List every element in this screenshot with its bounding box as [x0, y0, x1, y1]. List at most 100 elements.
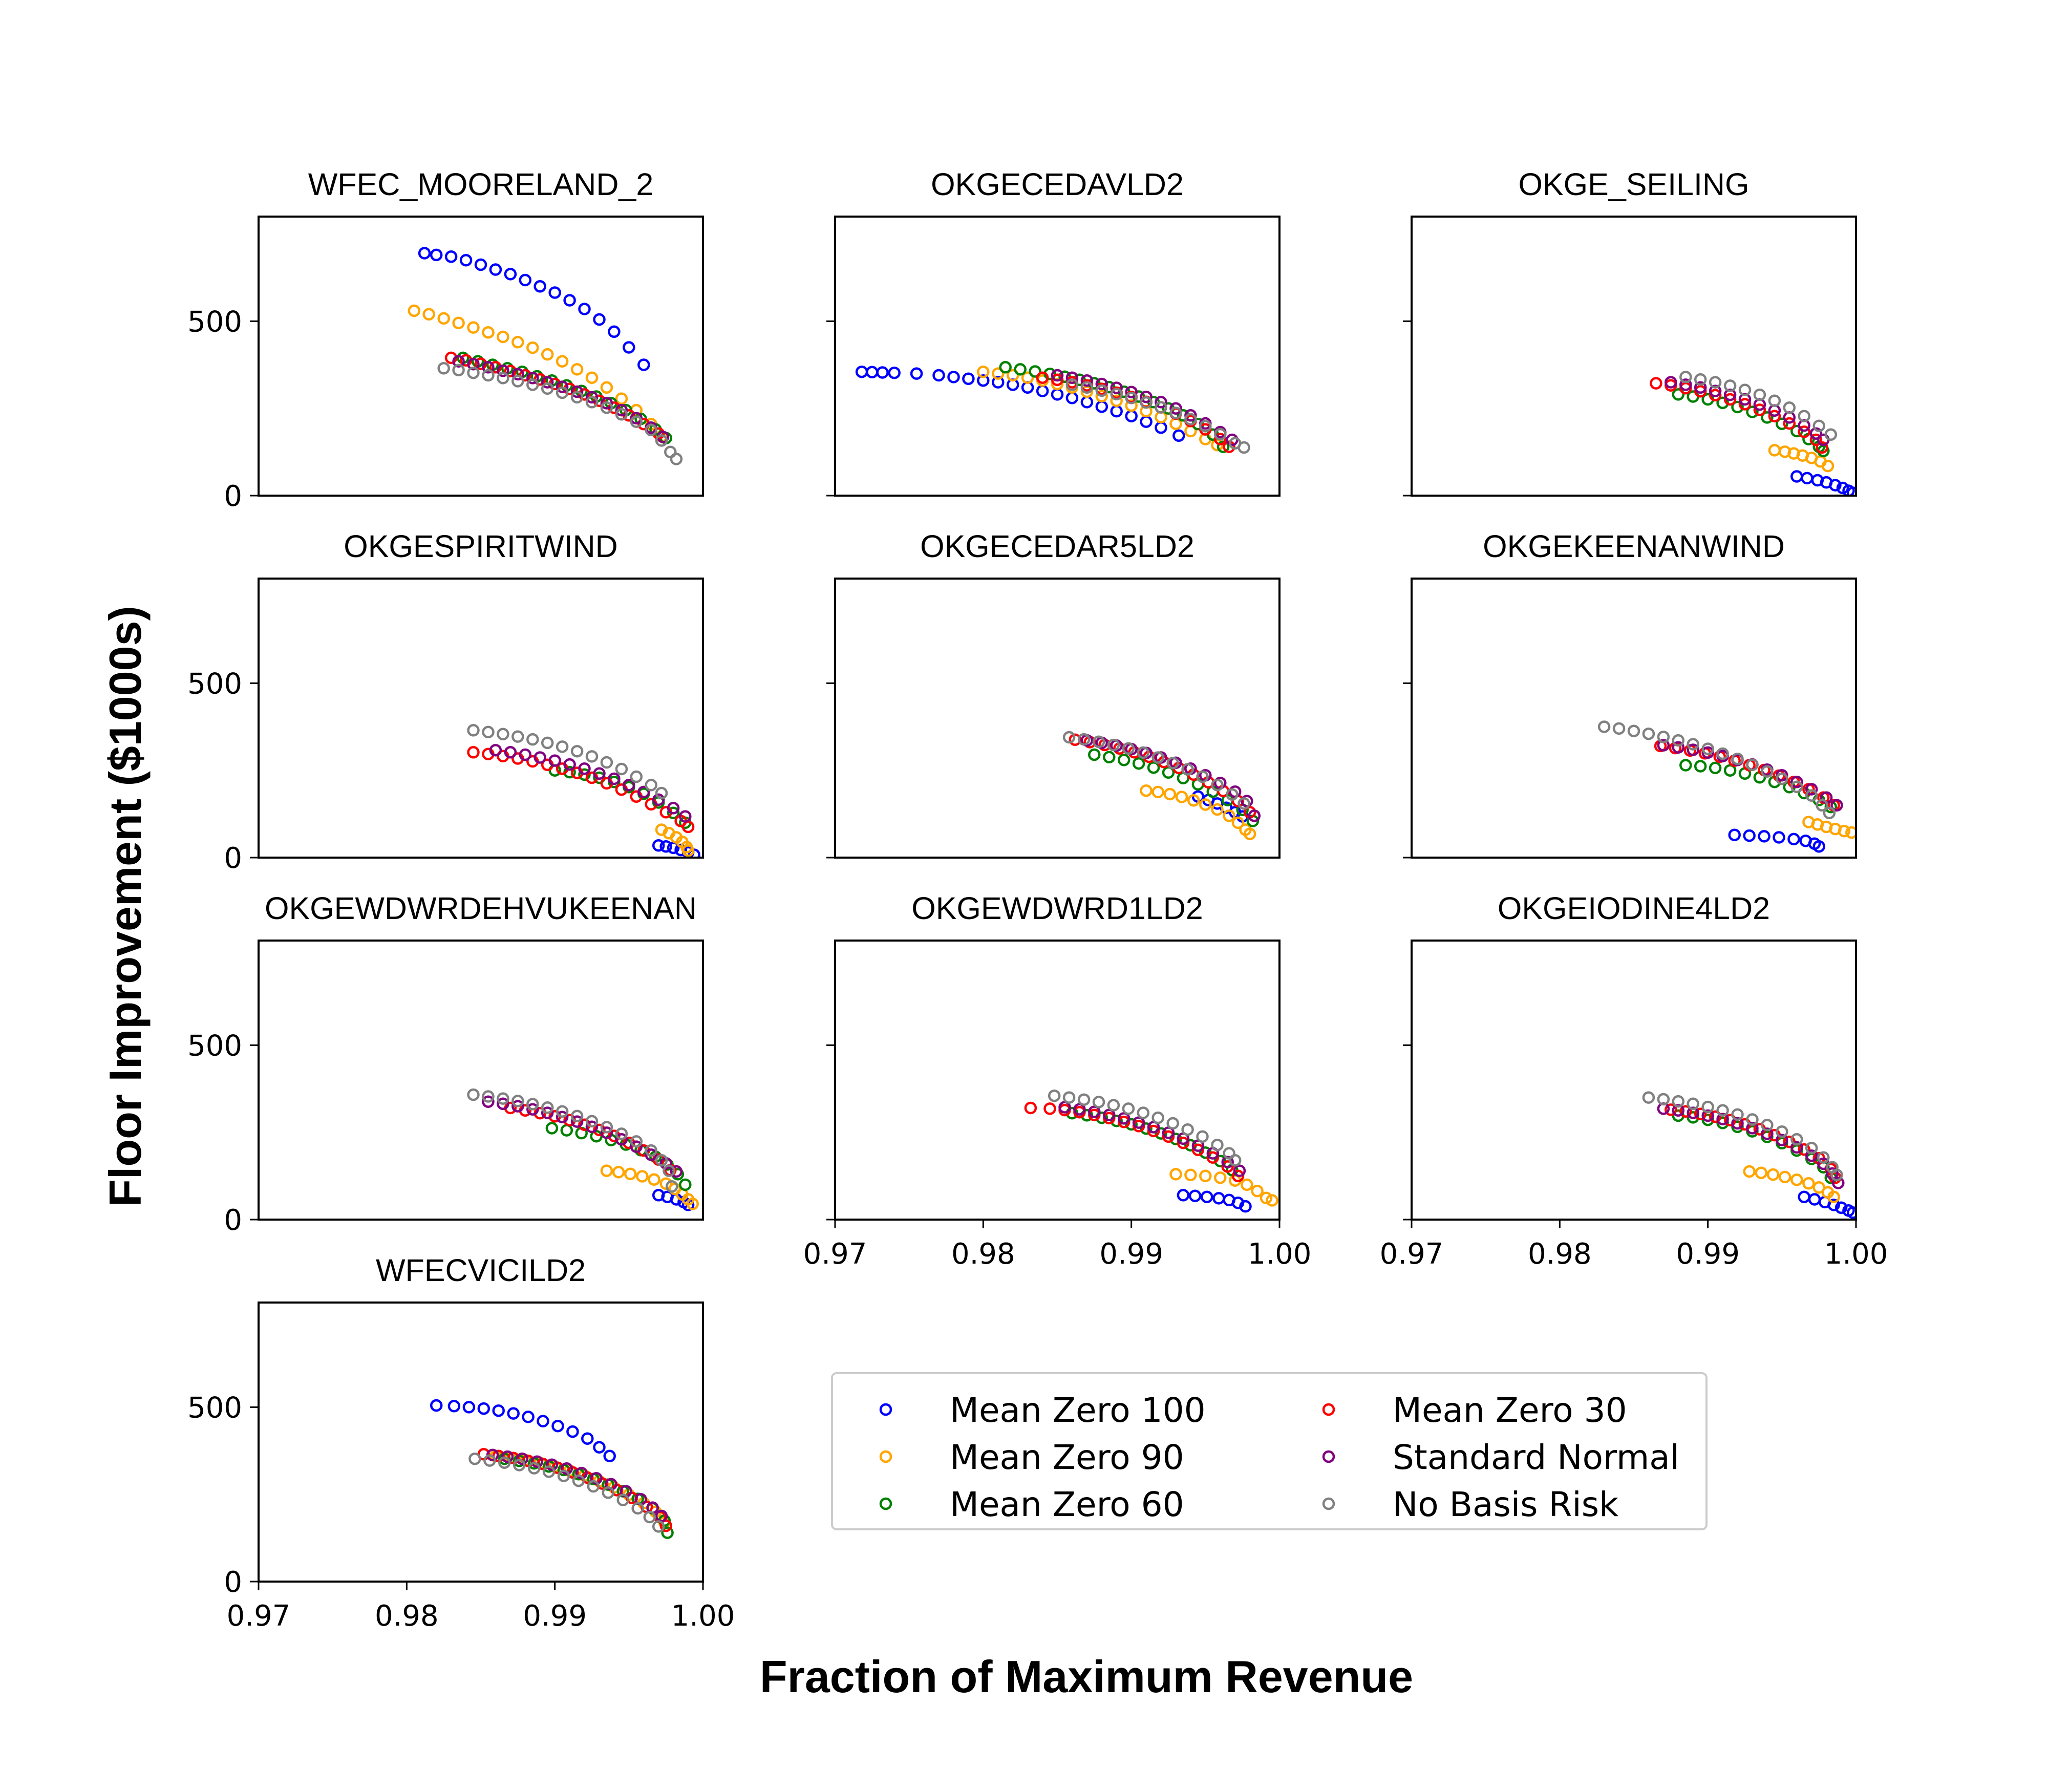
panel-points	[1650, 371, 1856, 496]
point-standard-normal	[1228, 785, 1242, 798]
point-mean-zero-90	[1778, 1170, 1791, 1184]
point-no-basis-risk	[1151, 1111, 1164, 1124]
point-mean-zero-90	[1802, 1177, 1815, 1190]
point-standard-normal	[1140, 390, 1153, 403]
point-mean-zero-100	[1808, 1193, 1821, 1206]
point-mean-zero-30	[1024, 1101, 1037, 1115]
point-mean-zero-90	[570, 363, 584, 376]
point-no-basis-risk	[587, 1480, 600, 1493]
point-mean-zero-100	[992, 376, 1005, 389]
point-standard-normal	[1687, 1106, 1699, 1119]
point-mean-zero-100	[581, 1432, 594, 1445]
point-no-basis-risk	[616, 1494, 630, 1506]
point-no-basis-risk	[1238, 441, 1250, 454]
point-mean-zero-30	[659, 1519, 672, 1532]
x-tick-label: 0.98	[1528, 1238, 1592, 1271]
point-mean-zero-100	[1743, 829, 1756, 842]
point-no-basis-risk	[1805, 789, 1818, 802]
point-no-basis-risk	[1816, 799, 1828, 812]
point-no-basis-risk	[1746, 1113, 1759, 1126]
point-no-basis-risk	[1062, 731, 1076, 744]
point-standard-normal	[1248, 809, 1261, 822]
point-standard-normal	[497, 1097, 509, 1111]
point-standard-normal	[482, 361, 495, 374]
point-no-basis-risk	[1642, 1091, 1655, 1104]
point-mean-zero-60	[999, 361, 1012, 374]
point-mean-zero-100	[1801, 472, 1814, 485]
point-mean-zero-90	[1051, 377, 1064, 391]
x-tick-label: 1.00	[1248, 1238, 1312, 1271]
point-mean-zero-100	[444, 250, 458, 263]
point-standard-normal	[637, 785, 650, 799]
point-no-basis-risk	[1166, 1117, 1179, 1130]
point-standard-normal	[679, 810, 692, 823]
point-no-basis-risk	[645, 1144, 657, 1157]
point-no-basis-risk	[1077, 1093, 1091, 1106]
point-mean-zero-100	[459, 253, 473, 267]
point-no-basis-risk	[1597, 720, 1611, 733]
point-mean-zero-100	[932, 369, 945, 382]
point-mean-zero-90	[1187, 794, 1200, 807]
point-mean-zero-30	[1221, 1160, 1234, 1173]
point-no-basis-risk	[498, 1456, 511, 1469]
point-mean-zero-90	[1006, 369, 1019, 382]
point-no-basis-risk	[1155, 401, 1167, 414]
point-no-basis-risk	[630, 770, 643, 783]
point-standard-normal	[585, 391, 599, 404]
point-standard-normal	[1687, 743, 1699, 756]
x-tick-label: 0.98	[375, 1599, 439, 1633]
point-mean-zero-60	[578, 768, 591, 781]
point-mean-zero-90	[1243, 827, 1256, 840]
point-mean-zero-60	[560, 1124, 573, 1137]
panel-title: OKGEWDWRD1LD2	[911, 891, 1203, 926]
point-standard-normal	[541, 1106, 554, 1119]
panel-points	[1024, 1089, 1278, 1213]
point-mean-zero-90	[1766, 1168, 1780, 1181]
point-no-basis-risk	[1701, 742, 1714, 755]
point-mean-zero-60	[1132, 757, 1145, 770]
point-standard-normal	[1110, 381, 1123, 394]
panel-points	[1062, 731, 1261, 840]
point-standard-normal	[1809, 427, 1823, 440]
point-mean-zero-100	[1172, 429, 1185, 442]
point-no-basis-risk	[541, 1101, 554, 1114]
point-mean-zero-100	[1787, 833, 1800, 846]
point-mean-zero-100	[534, 280, 546, 293]
point-no-basis-risk	[556, 386, 569, 399]
point-mean-zero-90	[1110, 394, 1123, 407]
point-mean-zero-90	[1125, 399, 1138, 412]
point-mean-zero-100	[519, 273, 532, 287]
point-no-basis-risk	[1169, 407, 1182, 419]
point-mean-zero-100	[855, 365, 868, 378]
point-mean-zero-90	[541, 348, 554, 361]
point-mean-zero-100	[652, 839, 665, 852]
point-standard-normal	[556, 1111, 569, 1123]
point-standard-normal	[1184, 409, 1197, 422]
point-mean-zero-30	[504, 365, 517, 378]
point-mean-zero-30	[593, 1123, 606, 1137]
point-standard-normal	[575, 1466, 588, 1480]
point-no-basis-risk	[1746, 758, 1759, 772]
panel-frame	[834, 578, 1281, 859]
panel-frame	[258, 1302, 704, 1583]
point-mean-zero-90	[1211, 803, 1224, 816]
y-tick-label: 0	[224, 480, 242, 513]
point-no-basis-risk	[1776, 1125, 1788, 1138]
point-mean-zero-100	[551, 1419, 564, 1433]
panel-points	[467, 724, 700, 858]
legend-marker-no-basis-risk	[1322, 1497, 1335, 1510]
point-mean-zero-90	[1184, 1168, 1197, 1182]
point-mean-zero-90	[422, 308, 435, 321]
point-mean-zero-90	[1231, 816, 1245, 829]
point-no-basis-risk	[511, 730, 524, 743]
point-mean-zero-30	[1709, 389, 1722, 402]
point-no-basis-risk	[572, 1474, 585, 1487]
point-no-basis-risk	[1790, 1133, 1803, 1146]
point-mean-zero-100	[977, 374, 990, 387]
point-no-basis-risk	[570, 391, 584, 404]
point-no-basis-risk	[1687, 1097, 1699, 1111]
point-mean-zero-100	[418, 247, 431, 260]
point-mean-zero-30	[578, 388, 591, 401]
point-no-basis-risk	[1824, 428, 1838, 441]
point-standard-normal	[1241, 795, 1253, 807]
